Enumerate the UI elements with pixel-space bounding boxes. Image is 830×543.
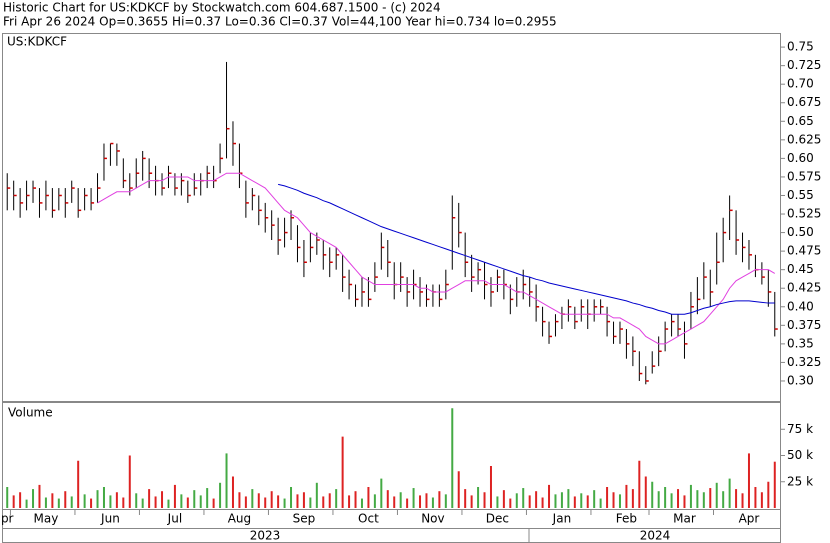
y-tick-label: 0.525: [787, 207, 821, 221]
moving-average: [97, 172, 776, 345]
x-tick-label: Dec: [486, 512, 509, 526]
symbol-label: US:KDKCF: [7, 35, 67, 49]
x-tick-label: pr: [1, 512, 14, 526]
x-tick-label: Feb: [616, 512, 637, 526]
x-tick-label: Sep: [293, 512, 316, 526]
y-tick-label: 0.475: [787, 244, 821, 258]
x-tick-label: Jul: [167, 512, 182, 526]
price-panel: [2, 33, 781, 402]
y-tick-label: 0.35: [787, 336, 814, 350]
y-tick-label: 0.30: [787, 373, 814, 387]
y-tick-label: 0.575: [787, 169, 821, 183]
year-label: 2023: [250, 529, 281, 543]
volume-tick-label: 75 k: [787, 422, 813, 436]
y-tick-label: 0.60: [787, 151, 814, 165]
moving-average: [278, 183, 775, 315]
y-tick-label: 0.50: [787, 225, 814, 239]
y-tick-label: 0.425: [787, 281, 821, 295]
volume-label: Volume: [8, 406, 53, 420]
y-tick-label: 0.325: [787, 355, 821, 369]
x-tick-label: Nov: [421, 512, 444, 526]
y-tick-label: 0.45: [787, 262, 814, 276]
y-tick-label: 0.70: [787, 77, 814, 91]
x-tick-label: Oct: [358, 512, 379, 526]
x-tick-label: May: [34, 512, 59, 526]
volume-tick-label: 25 k: [787, 474, 813, 488]
y-tick-label: 0.75: [787, 40, 814, 54]
year-label: 2024: [640, 529, 671, 543]
header-line: Historic Chart for US:KDKCF by Stockwatc…: [3, 1, 441, 15]
header-line: Fri Apr 26 2024 Op=0.3655 Hi=0.37 Lo=0.3…: [3, 15, 557, 29]
x-tick-label: Aug: [228, 512, 251, 526]
y-tick-label: 0.65: [787, 114, 814, 128]
x-tick-label: Apr: [739, 512, 760, 526]
x-tick-label: Jun: [100, 512, 120, 526]
y-tick-label: 0.625: [787, 132, 821, 146]
y-tick-label: 0.375: [787, 318, 821, 332]
y-tick-label: 0.55: [787, 188, 814, 202]
y-tick-label: 0.675: [787, 95, 821, 109]
x-tick-label: Jan: [552, 512, 572, 526]
y-tick-label: 0.40: [787, 299, 814, 313]
x-tick-label: Mar: [673, 512, 696, 526]
volume-tick-label: 50 k: [787, 448, 813, 462]
y-tick-label: 0.725: [787, 58, 821, 72]
